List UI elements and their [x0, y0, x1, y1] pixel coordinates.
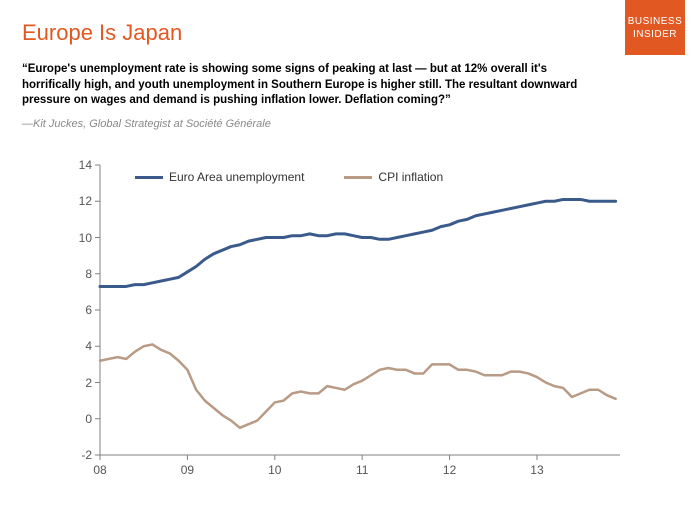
chart-plot-area	[100, 165, 620, 455]
legend-label-cpi: CPI inflation	[378, 170, 443, 184]
quote-text: “Europe's unemployment rate is showing s…	[22, 62, 582, 109]
legend-item-cpi: CPI inflation	[344, 170, 443, 184]
y-tick-label: 0	[85, 412, 92, 426]
y-tick-label: 8	[85, 267, 92, 281]
y-tick-label: 2	[85, 376, 92, 390]
legend-item-unemployment: Euro Area unemployment	[135, 170, 304, 184]
logo-line2: INSIDER	[625, 28, 685, 41]
x-tick-label: 08	[93, 463, 106, 477]
line-chart: -202468101214 080910111213 Euro Area une…	[40, 165, 640, 495]
y-tick-label: 4	[85, 339, 92, 353]
y-tick-label: 12	[79, 194, 92, 208]
quote-attribution: —Kit Juckes, Global Strategist at Sociét…	[22, 118, 271, 130]
x-tick-label: 11	[356, 463, 368, 477]
page-title: Europe Is Japan	[22, 20, 182, 46]
y-tick-label: 14	[79, 158, 92, 172]
chart-legend: Euro Area unemployment CPI inflation	[135, 170, 443, 184]
y-tick-label: 10	[79, 231, 92, 245]
legend-label-unemployment: Euro Area unemployment	[169, 170, 304, 184]
x-tick-label: 12	[443, 463, 456, 477]
y-tick-label: -2	[81, 448, 92, 462]
logo-line1: BUSINESS	[625, 15, 685, 28]
legend-swatch-cpi	[344, 176, 372, 179]
business-insider-logo: BUSINESS INSIDER	[625, 0, 685, 55]
x-tick-label: 13	[530, 463, 543, 477]
legend-swatch-unemployment	[135, 176, 163, 179]
y-tick-label: 6	[85, 303, 92, 317]
x-tick-label: 10	[268, 463, 281, 477]
x-tick-label: 09	[181, 463, 194, 477]
